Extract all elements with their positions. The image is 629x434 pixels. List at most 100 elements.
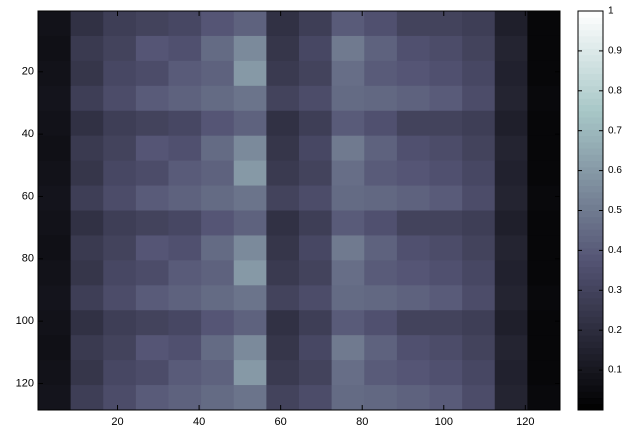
cell (201, 360, 234, 385)
cell (430, 86, 463, 111)
colorbar-swatch (578, 404, 603, 411)
cell (430, 11, 463, 36)
colorbar-swatch (578, 23, 603, 30)
cell (136, 186, 169, 211)
cell (71, 260, 104, 285)
cell (397, 111, 430, 136)
cell (136, 111, 169, 136)
cell (201, 161, 234, 186)
cell (103, 111, 136, 136)
cell (299, 211, 332, 236)
colorbar-swatch (578, 186, 603, 193)
cell (462, 36, 495, 61)
cell (71, 36, 104, 61)
colorbar-tick-label: 0.1 (608, 365, 622, 376)
cell (527, 285, 560, 310)
cell (103, 360, 136, 385)
cell (38, 310, 71, 335)
cell (201, 61, 234, 86)
cell (234, 86, 267, 111)
colorbar-swatch (578, 42, 603, 49)
colorbar-swatch (578, 173, 603, 180)
cell (169, 86, 202, 111)
cell (527, 385, 560, 410)
cell (299, 36, 332, 61)
cell (266, 161, 299, 186)
colorbar-swatch (578, 360, 603, 367)
cell (430, 61, 463, 86)
cell (332, 360, 365, 385)
cell (103, 260, 136, 285)
colorbar-swatch (578, 260, 603, 267)
cell (201, 11, 234, 36)
cell (430, 161, 463, 186)
cell (201, 310, 234, 335)
cell (38, 235, 71, 260)
cell (103, 335, 136, 360)
cell (38, 36, 71, 61)
cell (397, 260, 430, 285)
y-tick-label: 80 (22, 253, 34, 265)
cell (103, 385, 136, 410)
cell (38, 260, 71, 285)
colorbar-swatch (578, 30, 603, 37)
cell (430, 111, 463, 136)
y-tick-label: 40 (22, 128, 34, 140)
cell (38, 86, 71, 111)
cell (266, 111, 299, 136)
cell (103, 61, 136, 86)
cell (234, 360, 267, 385)
cell (169, 186, 202, 211)
cell (527, 260, 560, 285)
cell (332, 161, 365, 186)
colorbar-swatch (578, 316, 603, 323)
colorbar-swatch (578, 298, 603, 305)
colorbar-swatch (578, 161, 603, 168)
cell (266, 360, 299, 385)
cell (136, 385, 169, 410)
colorbar-swatch (578, 204, 603, 211)
cell (136, 310, 169, 335)
cell (299, 235, 332, 260)
cell (103, 186, 136, 211)
colorbar-swatch (578, 373, 603, 380)
y-tick-label: 60 (22, 190, 34, 202)
cell (527, 360, 560, 385)
colorbar-swatch (578, 98, 603, 105)
colorbar-swatch (578, 136, 603, 143)
cell (462, 161, 495, 186)
cell (201, 111, 234, 136)
cell (38, 161, 71, 186)
cell (266, 186, 299, 211)
cell (299, 385, 332, 410)
colorbar-swatch (578, 123, 603, 130)
cell (136, 285, 169, 310)
cell (136, 86, 169, 111)
colorbar-swatch (578, 348, 603, 355)
cell (495, 136, 528, 161)
cell (266, 285, 299, 310)
cell (201, 86, 234, 111)
cell (462, 360, 495, 385)
cell (495, 310, 528, 335)
cell (332, 260, 365, 285)
colorbar-swatch (578, 192, 603, 199)
cell (299, 111, 332, 136)
cell (71, 111, 104, 136)
cell (462, 310, 495, 335)
cell (103, 211, 136, 236)
cell (332, 36, 365, 61)
cell (136, 360, 169, 385)
cell (266, 211, 299, 236)
x-tick-label: 40 (193, 416, 205, 428)
y-tick-label: 120 (16, 377, 34, 389)
cell (71, 161, 104, 186)
cell (266, 260, 299, 285)
colorbar-swatch (578, 48, 603, 55)
colorbar-swatch (578, 92, 603, 99)
colorbar-swatch (578, 117, 603, 124)
colorbar-swatch (578, 36, 603, 43)
cell (299, 285, 332, 310)
cell (234, 310, 267, 335)
cell (71, 310, 104, 335)
